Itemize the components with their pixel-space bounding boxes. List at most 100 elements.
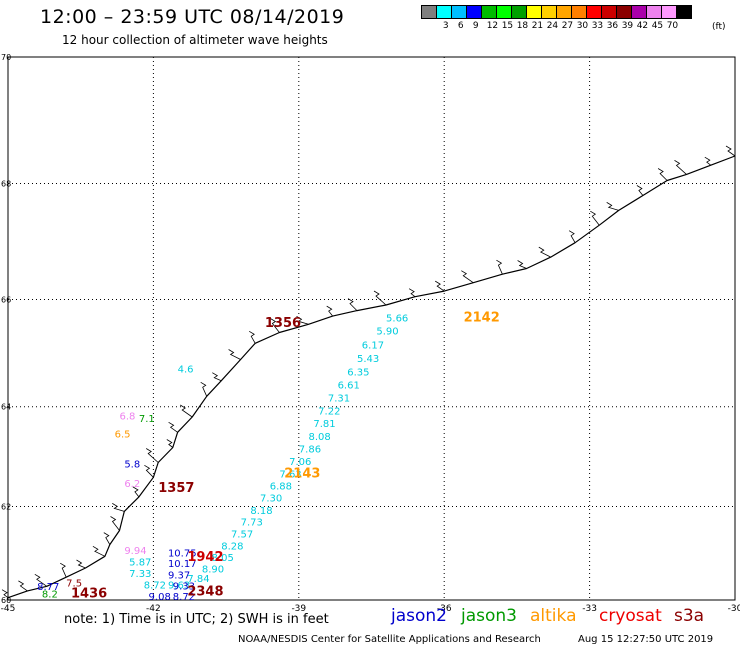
lon-tick-label: -33 <box>582 604 597 614</box>
legend-tick-label: 70 <box>666 21 679 31</box>
lon-tick-label: -36 <box>437 604 452 614</box>
swh-value: 8.18 <box>250 506 272 517</box>
legend-unit: (ft) <box>712 22 726 32</box>
pass-number-label: 1357 <box>158 481 194 496</box>
legend-swatch: 70 <box>661 5 678 31</box>
swh-value: 7.06 <box>289 457 311 468</box>
legend-tick-label: 33 <box>591 21 604 31</box>
footer-note: note: 1) Time is in UTC; 2) SWH is in fe… <box>64 612 329 627</box>
legend-swatch: 27 <box>556 5 573 31</box>
swh-value: 5.8 <box>124 459 140 470</box>
legend-tick-label: 24 <box>546 21 559 31</box>
legend-sat-altika: altika <box>530 606 577 626</box>
lon-tick-label: -42 <box>146 604 161 614</box>
legend-tick-label: 9 <box>472 21 479 31</box>
legend-swatch: 9 <box>466 5 482 31</box>
coastline-fjords <box>1 145 736 599</box>
legend-tick-label: 3 <box>442 21 449 31</box>
swh-value: 6.35 <box>347 367 369 378</box>
pass-number-label: 2348 <box>187 584 223 599</box>
swh-value: 8.28 <box>221 541 243 552</box>
swh-value: 7.86 <box>299 444 321 455</box>
swh-value: 7.30 <box>260 494 282 505</box>
color-legend: 3 6 9 12 15 18 21 24 27 30 33 36 39 42 45 70 (ft) <box>421 5 726 32</box>
lon-tick-label: -30 <box>728 604 740 614</box>
legend-sat-jason2: jason2 <box>391 606 447 626</box>
lat-tick-label: 64 <box>1 403 11 412</box>
pass-number-label: 2142 <box>464 311 500 326</box>
lat-tick-label: 68 <box>1 179 11 188</box>
lon-tick-label: -39 <box>291 604 306 614</box>
map-title: 12:00 – 23:59 UTC 08/14/2019 <box>40 6 345 28</box>
swh-value: 7.73 <box>241 518 263 529</box>
swh-value: 7.63 <box>279 469 301 480</box>
legend-swatch: 24 <box>541 5 558 31</box>
legend-tick-label: 42 <box>636 21 649 31</box>
legend-tick-label: 39 <box>621 21 634 31</box>
lat-tick-label: 62 <box>1 503 11 512</box>
legend-tick-label: 15 <box>501 21 514 31</box>
swh-value: 8.05 <box>212 553 234 564</box>
swh-value: 10.17 <box>168 559 197 570</box>
lat-tick-label: 70 <box>1 53 11 62</box>
map-frame <box>7 56 736 601</box>
swh-value: 6.61 <box>338 381 360 392</box>
swh-value: 4.6 <box>178 365 194 376</box>
map-subtitle: 12 hour collection of altimeter wave hei… <box>62 33 328 47</box>
swh-value: 5.90 <box>376 327 398 338</box>
legend-sat-cryosat: cryosat <box>599 606 662 626</box>
lat-tick-label: 66 <box>1 295 11 304</box>
swh-value: 7.1 <box>139 414 155 425</box>
lon-tick-label: -45 <box>1 604 16 614</box>
pass-number-label: 1436 <box>71 587 107 602</box>
legend-swatch: 45 <box>646 5 663 31</box>
swh-value: 10.75 <box>168 548 197 559</box>
swh-value: 6.17 <box>362 341 384 352</box>
legend-sat-s3a: s3a <box>674 606 705 626</box>
legend-sat-jason3: jason3 <box>461 606 517 626</box>
legend-swatch <box>676 5 692 19</box>
swh-value: 6.5 <box>115 429 131 440</box>
swh-value: 6.8 <box>119 412 135 423</box>
legend-swatch: 12 <box>481 5 498 31</box>
swh-value: 5.87 <box>129 558 151 569</box>
legend-tick-label: 21 <box>531 21 544 31</box>
swh-value: 5.43 <box>357 354 379 365</box>
credit-line: NOAA/NESDIS Center for Satellite Applica… <box>238 634 541 645</box>
legend-tick-label: 18 <box>516 21 529 31</box>
pass-number-label: 2143 <box>284 466 320 481</box>
swh-value: 8.90 <box>202 565 224 576</box>
swh-value: 8.08 <box>308 432 330 443</box>
legend-tick-label: 36 <box>606 21 619 31</box>
generated-timestamp: Aug 15 12:27:50 UTC 2019 <box>578 634 714 645</box>
swh-value: 6.2 <box>124 479 140 490</box>
swh-value: 9.33 <box>173 582 195 593</box>
swh-value: 8.72 <box>144 581 166 592</box>
swh-value: 7.81 <box>313 419 335 430</box>
legend-tick-label: 30 <box>576 21 589 31</box>
pass-number-label: 1942 <box>187 550 223 565</box>
legend-tick-label: 6 <box>457 21 464 31</box>
swh-value: 9.63 <box>168 581 190 592</box>
swh-value: 8.77 <box>37 582 59 593</box>
swh-value: 7.57 <box>231 530 253 541</box>
legend-tick-label: 27 <box>561 21 574 31</box>
swh-value: 7.5 <box>66 578 82 589</box>
lat-tick-label: 60 <box>1 596 11 605</box>
swh-value: 9.37 <box>168 571 190 582</box>
swh-value: 7.31 <box>328 394 350 405</box>
swh-value: 8.72 <box>173 592 195 603</box>
pass-number-label: 1356 <box>265 316 301 331</box>
swh-value: 9.94 <box>124 546 146 557</box>
coastline <box>7 155 736 599</box>
legend-tick-label: 12 <box>486 21 499 31</box>
swh-value: 7.33 <box>129 569 151 580</box>
swh-value: 9.08 <box>149 592 171 603</box>
swh-value: 8.2 <box>42 590 58 601</box>
legend-tick-label: 45 <box>651 21 664 31</box>
legend-swatch: 30 <box>571 5 588 31</box>
swh-value: 7.22 <box>318 406 340 417</box>
swh-value: 5.66 <box>386 314 408 325</box>
swh-value: 7.84 <box>187 574 209 585</box>
